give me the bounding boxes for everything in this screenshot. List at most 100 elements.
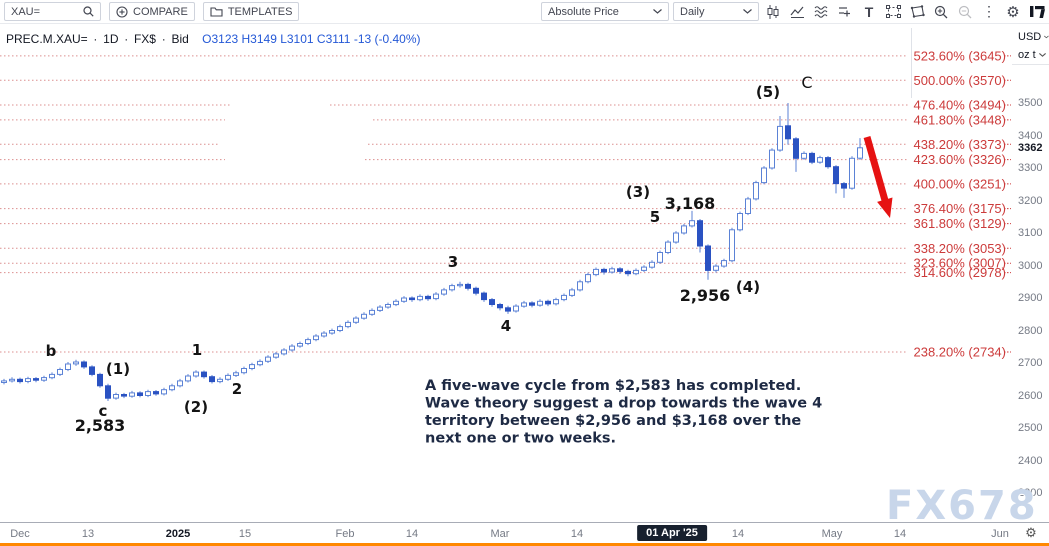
fib-label: 400.00% (3251) bbox=[913, 176, 1006, 191]
polygon-tool-icon[interactable] bbox=[907, 2, 927, 21]
indicators-icon[interactable] bbox=[787, 2, 807, 21]
bottom-accent-bar bbox=[0, 543, 1049, 546]
compare-label: COMPARE bbox=[133, 5, 188, 18]
symbol-search-box[interactable]: XAU= bbox=[4, 2, 101, 21]
more-options-icon[interactable]: ⋮ bbox=[979, 2, 999, 21]
more-glyph: ⋮ bbox=[982, 3, 996, 19]
fib-label: 238.20% (2734) bbox=[913, 345, 1006, 360]
wave-label: 2 bbox=[232, 380, 242, 398]
symbol-info: PREC.M.XAU= · 1D · FX$ · Bid bbox=[6, 32, 189, 46]
templates-label: TEMPLATES bbox=[227, 5, 293, 18]
chevron-down-icon bbox=[653, 9, 662, 14]
fib-label: 376.40% (3175) bbox=[913, 201, 1006, 216]
time-tick: Feb bbox=[335, 528, 355, 540]
time-tick: 15 bbox=[238, 528, 252, 540]
fib-label: 476.40% (3494) bbox=[913, 98, 1006, 113]
wave-labels: b (1) c2,583 1 (2) 2 3 4 5(3) 3,168 2,956 (4) (5) C bbox=[46, 73, 813, 435]
zoom-in-icon[interactable] bbox=[931, 2, 951, 21]
fib-label: 461.80% (3448) bbox=[913, 112, 1006, 127]
unit-select[interactable]: oz t bbox=[1012, 46, 1049, 64]
price-tick: 2500 bbox=[1018, 422, 1043, 434]
chevron-down-icon bbox=[1044, 35, 1049, 39]
toolbar-right-group: Absolute Price Daily T ⋮ ⚙ bbox=[541, 2, 1047, 21]
currency-select[interactable]: USD bbox=[1012, 28, 1049, 46]
svg-text:Wave theory suggest a drop tow: Wave theory suggest a drop towards the w… bbox=[425, 396, 822, 412]
wave-label: (1) bbox=[106, 360, 130, 378]
zoom-out-icon[interactable] bbox=[955, 2, 975, 21]
price-tick: 2400 bbox=[1018, 454, 1043, 467]
text-tool-glyph: T bbox=[864, 3, 874, 20]
price-mode-value: Absolute Price bbox=[548, 5, 619, 18]
svg-text:A five-wave cycle from $2,583: A five-wave cycle from $2,583 has comple… bbox=[425, 378, 801, 394]
ohlc-values: O3123 H3149 L3101 C3111 -13 (-0.40%) bbox=[202, 32, 421, 46]
wave-label: 2,956 bbox=[680, 286, 731, 305]
templates-button[interactable]: TEMPLATES bbox=[202, 2, 300, 21]
fib-label: 523.60% (3645) bbox=[913, 48, 1006, 63]
tradingview-logo-icon bbox=[1027, 2, 1047, 21]
price-tick: 3400 bbox=[1018, 129, 1043, 142]
wave-label: 3 bbox=[448, 253, 458, 271]
fib-extension-levels: 523.60% (3645) 500.00% (3570) 476.40% (349… bbox=[0, 48, 1011, 360]
price-tick: 3500 bbox=[1018, 97, 1043, 109]
axis-settings-icon[interactable]: ⚙ bbox=[1013, 522, 1049, 543]
time-tick: Jun bbox=[991, 528, 1009, 540]
time-tick: 14 bbox=[570, 528, 584, 540]
price-tick: 2700 bbox=[1018, 357, 1043, 369]
overlay-waves-icon[interactable] bbox=[811, 2, 831, 21]
wave-label: b bbox=[46, 342, 57, 360]
chart-legend[interactable]: PREC.M.XAU= · 1D · FX$ · Bid O3123 H3149… bbox=[6, 32, 421, 46]
down-arrow bbox=[863, 136, 893, 218]
wave-label: C bbox=[801, 73, 812, 92]
wave-label: (4) bbox=[736, 278, 760, 296]
time-tick-highlight: 01 Apr '25 bbox=[637, 525, 707, 541]
add-compare-icon bbox=[116, 5, 128, 18]
pane-separator bbox=[911, 28, 912, 98]
gear-glyph: ⚙ bbox=[1006, 3, 1020, 21]
price-tick: 3300 bbox=[1018, 162, 1043, 174]
price-tick: 3200 bbox=[1018, 194, 1043, 207]
fib-label: 423.60% (3326) bbox=[913, 152, 1006, 167]
time-tick: 13 bbox=[81, 528, 95, 540]
time-tick: 14 bbox=[405, 528, 419, 540]
wave-label: 2,583 bbox=[75, 416, 126, 435]
wave-label: 5 bbox=[650, 208, 660, 226]
price-chart[interactable]: 523.60% (3645) 500.00% (3570) 476.40% (349… bbox=[0, 28, 1012, 522]
price-tick: 2800 bbox=[1018, 324, 1043, 337]
time-tick: 2025 bbox=[165, 528, 191, 540]
search-icon bbox=[83, 6, 94, 17]
top-toolbar: XAU= COMPARE TEMPLATES Absolute Price Da… bbox=[0, 0, 1049, 24]
compare-scale-icon[interactable] bbox=[835, 2, 855, 21]
interval-select[interactable]: Daily bbox=[673, 2, 759, 21]
compare-button[interactable]: COMPARE bbox=[109, 2, 195, 21]
wave-label: (5) bbox=[756, 83, 780, 101]
price-tick: 2600 bbox=[1018, 389, 1043, 402]
price-tick: 3000 bbox=[1018, 259, 1043, 272]
wave-label: 4 bbox=[501, 317, 511, 335]
candlestick-style-icon[interactable] bbox=[763, 2, 783, 21]
fib-label: 438.20% (3373) bbox=[913, 137, 1006, 152]
fib-label: 323.60% (3007) bbox=[913, 256, 1006, 271]
fib-label: 338.20% (3053) bbox=[913, 241, 1006, 256]
time-tick: Dec bbox=[10, 528, 30, 540]
wave-label: 1 bbox=[192, 341, 202, 359]
text-tool-icon[interactable]: T bbox=[859, 2, 879, 21]
price-tick: 3100 bbox=[1018, 227, 1043, 239]
svg-text:territory between $2,956 and $: territory between $2,956 and $3,168 over… bbox=[425, 413, 801, 429]
wave-label: 3,168 bbox=[665, 194, 716, 213]
fib-label: 500.00% (3570) bbox=[913, 73, 1006, 88]
chart-svg: 523.60% (3645) 500.00% (3570) 476.40% (349… bbox=[0, 48, 1011, 447]
time-tick: Mar bbox=[490, 528, 510, 540]
fib-label: 361.80% (3129) bbox=[913, 216, 1006, 231]
svg-text:next one or two weeks.: next one or two weeks. bbox=[425, 431, 616, 447]
selection-rect-icon[interactable] bbox=[883, 2, 903, 21]
time-axis[interactable]: Dec 13 2025 15 Feb 14 Mar 14 01 Apr '25 14 May 14 Ju… bbox=[0, 522, 1049, 544]
toolbar-left-group: XAU= COMPARE TEMPLATES bbox=[4, 2, 300, 21]
wave-label: c bbox=[99, 402, 108, 420]
wave-label: (3) bbox=[626, 183, 650, 201]
settings-gear-icon[interactable]: ⚙ bbox=[1003, 2, 1023, 21]
folder-icon bbox=[210, 7, 223, 17]
symbol-search-value: XAU= bbox=[11, 5, 41, 18]
analysis-annotation: A five-wave cycle from $2,583 has comple… bbox=[425, 378, 822, 447]
price-mode-select[interactable]: Absolute Price bbox=[541, 2, 669, 21]
price-axis[interactable]: USD oz t 3500 3400 3300 3200 3100 3000 2900 280… bbox=[1012, 28, 1049, 522]
